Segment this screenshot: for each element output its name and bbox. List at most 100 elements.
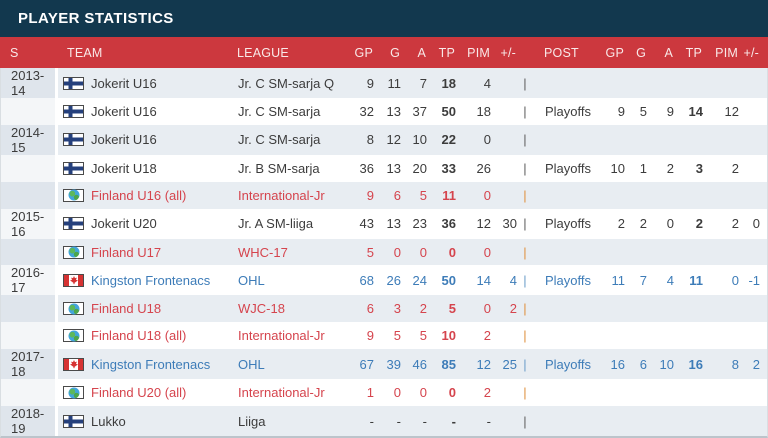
league-link[interactable]: OHL	[238, 272, 265, 288]
stat-tp: 36	[441, 216, 456, 232]
stat-pim: 26	[476, 160, 491, 176]
team-link[interactable]: Kingston Frontenacs	[91, 272, 211, 288]
league-link[interactable]: International-Jr	[238, 328, 325, 344]
league-link[interactable]: WHC-17	[238, 244, 288, 260]
stat-a: 7	[419, 75, 427, 91]
stat-pim: 2	[483, 385, 491, 401]
team-link[interactable]: Kingston Frontenacs	[91, 356, 211, 372]
postseason-divider: |	[523, 103, 527, 119]
postseason-divider: |	[523, 160, 527, 176]
stat-pm2	[739, 295, 766, 322]
team-cell: Jokerit U16	[58, 125, 228, 155]
stat-pim2	[703, 379, 739, 406]
stat-a2: 4	[666, 272, 674, 288]
team-cell: Finland U16 (all)	[58, 182, 228, 209]
team-link[interactable]: Jokerit U16	[91, 103, 157, 119]
league-link[interactable]: WJC-18	[238, 301, 285, 317]
stat-pm: 30	[502, 216, 517, 232]
stat-g2	[625, 406, 647, 436]
stat-a: 20	[412, 160, 427, 176]
stat-pim2	[703, 125, 739, 155]
league-link[interactable]: International-Jr	[238, 187, 325, 203]
team-cell: Lukko	[58, 406, 228, 436]
stat-gp: 5	[366, 244, 374, 260]
stat-tp2	[674, 125, 703, 155]
stat-a: 2	[419, 301, 427, 317]
stat-pim2: 0	[731, 272, 739, 288]
team-link[interactable]: Finland U18 (all)	[91, 328, 187, 344]
team-link[interactable]: Jokerit U20	[91, 216, 157, 232]
league-link[interactable]: Jr. C SM-sarja	[238, 132, 321, 148]
stat-a2	[647, 406, 674, 436]
stat-gp: 9	[366, 75, 374, 91]
panel-title-bar: PLAYER STATISTICS	[0, 0, 768, 37]
globe-icon	[63, 188, 84, 202]
season-label: 2018-19	[1, 406, 58, 437]
team-link[interactable]: Lukko	[91, 413, 126, 429]
globe-icon	[63, 245, 84, 259]
table-row: Finland U18 (all) International-Jr 9 5 5 10 2 |	[1, 322, 767, 350]
stat-pim2	[703, 295, 739, 322]
team-link[interactable]: Jokerit U16	[91, 132, 157, 148]
stat-tp: -	[451, 413, 456, 429]
page-title: PLAYER STATISTICS	[18, 10, 174, 27]
stat-pm2	[739, 68, 766, 98]
team-link[interactable]: Finland U17	[91, 244, 162, 260]
stat-pm2	[739, 125, 766, 155]
stat-a: 46	[412, 356, 427, 372]
league-link[interactable]: OHL	[238, 356, 265, 372]
stat-g: 0	[393, 385, 401, 401]
season-label	[1, 322, 58, 350]
league-link[interactable]: Jr. A SM-liiga	[238, 216, 314, 232]
table-header-row: S TEAM LEAGUE GP G A TP PIM +/- POST GP G A TP PIM +/-	[0, 37, 768, 68]
stat-a2	[647, 239, 674, 266]
stat-tp2	[674, 379, 703, 406]
stat-pm2	[739, 182, 766, 209]
stat-pim: 18	[476, 103, 491, 119]
team-link[interactable]: Jokerit U16	[91, 75, 157, 91]
stat-gp2	[595, 125, 625, 155]
stat-gp: 8	[366, 132, 374, 148]
stat-gp: 68	[359, 272, 374, 288]
stat-pm2	[739, 406, 766, 436]
stat-tp: 10	[441, 328, 456, 344]
stat-pim: 4	[483, 75, 491, 91]
stat-tp2	[674, 182, 703, 209]
stat-pim: -	[486, 413, 491, 429]
team-link[interactable]: Finland U18	[91, 301, 162, 317]
stat-g: 12	[386, 132, 401, 148]
team-link[interactable]: Jokerit U18	[91, 160, 157, 176]
finland-flag-icon	[63, 133, 84, 147]
league-link[interactable]: Liiga	[238, 413, 266, 429]
col-header-pm: +/-	[500, 45, 516, 60]
postseason-divider: |	[523, 413, 527, 429]
table-row: 2018-19 Lukko Liiga - - - - - |	[1, 406, 767, 437]
stat-g: 13	[386, 103, 401, 119]
season-label: 2014-15	[1, 124, 58, 155]
team-link[interactable]: Finland U16 (all)	[91, 187, 187, 203]
stat-pim: 12	[476, 356, 491, 372]
stat-pm	[491, 322, 517, 349]
postseason-divider: |	[523, 328, 527, 344]
stat-g: 13	[386, 216, 401, 232]
globe-icon	[63, 386, 84, 400]
stat-a: 10	[412, 132, 427, 148]
stat-g2: 7	[639, 272, 647, 288]
col-header-tp: TP	[438, 45, 455, 60]
team-link[interactable]: Finland U20 (all)	[91, 385, 187, 401]
col-header-season: S	[10, 45, 19, 60]
finland-flag-icon	[63, 161, 84, 175]
league-link[interactable]: Jr. C SM-sarja	[238, 103, 321, 119]
stat-tp2: 3	[695, 160, 703, 176]
league-link[interactable]: Jr. C SM-sarja Q	[238, 75, 335, 91]
stat-g: 13	[386, 160, 401, 176]
stat-tp2: 11	[689, 272, 703, 288]
stat-tp2: 2	[695, 216, 703, 232]
team-cell: Jokerit U16	[58, 68, 228, 98]
season-label	[1, 154, 58, 182]
stat-pim: 0	[483, 301, 491, 317]
league-link[interactable]: International-Jr	[238, 385, 325, 401]
league-link[interactable]: Jr. B SM-sarja	[238, 160, 320, 176]
team-cell: Jokerit U20	[58, 209, 228, 239]
postseason-label	[533, 125, 595, 155]
